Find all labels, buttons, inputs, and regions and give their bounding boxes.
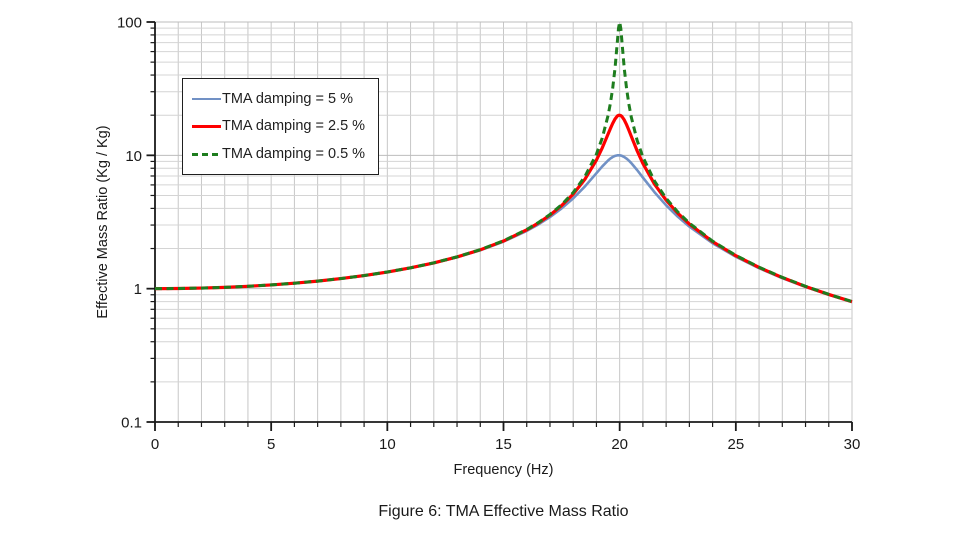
- svg-text:15: 15: [495, 436, 512, 453]
- svg-text:5: 5: [267, 436, 275, 453]
- svg-text:0: 0: [151, 436, 159, 453]
- svg-text:25: 25: [727, 436, 744, 453]
- x-axis-title: Frequency (Hz): [453, 462, 554, 478]
- svg-text:10: 10: [125, 148, 142, 165]
- legend-label: TMA damping = 0.5 %: [222, 146, 366, 163]
- svg-text:30: 30: [844, 436, 861, 453]
- legend-line-sample-2-5pct: [192, 124, 221, 129]
- figure-caption: Figure 6: TMA Effective Mass Ratio: [378, 503, 629, 520]
- legend-label: TMA damping = 5 %: [222, 90, 353, 107]
- legend-item: TMA damping = 2.5 %: [192, 118, 374, 134]
- svg-text:20: 20: [611, 436, 628, 453]
- legend-line-sample-0-5pct: [192, 152, 221, 156]
- legend-item: TMA damping = 0.5 %: [192, 146, 374, 162]
- svg-text:0.1: 0.1: [121, 415, 142, 432]
- svg-text:1: 1: [134, 281, 142, 298]
- legend-line-sample-5pct: [192, 97, 221, 101]
- legend: TMA damping = 5 % TMA damping = 2.5 % TM…: [182, 78, 379, 175]
- legend-item: TMA damping = 5 %: [192, 91, 374, 107]
- y-axis-title: Effective Mass Ratio (Kg / Kg): [95, 125, 111, 319]
- legend-label: TMA damping = 2.5 %: [222, 118, 366, 135]
- svg-text:10: 10: [379, 436, 396, 453]
- svg-text:100: 100: [117, 15, 142, 32]
